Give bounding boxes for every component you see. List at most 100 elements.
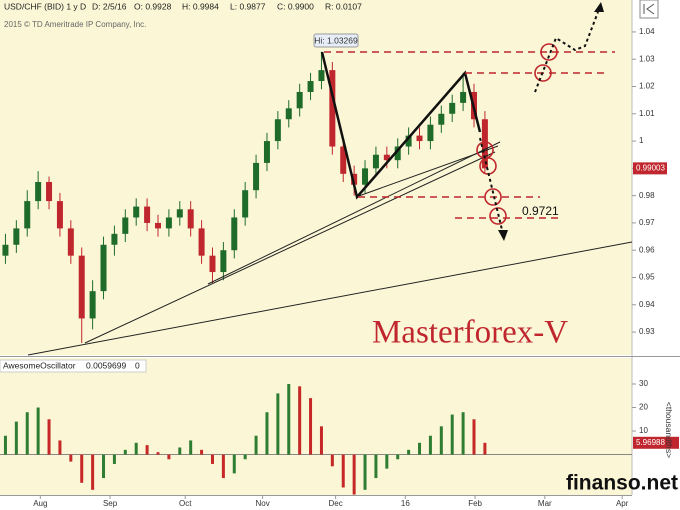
panel-icon[interactable] bbox=[639, 0, 659, 19]
oscillator-bar bbox=[319, 426, 323, 455]
y-tick-label: 0.98 bbox=[639, 191, 655, 200]
candle-body bbox=[460, 91, 467, 103]
oscillator-bar bbox=[352, 454, 356, 495]
oscillator-bar bbox=[178, 447, 182, 455]
oscillator-bar bbox=[439, 426, 443, 455]
oscillator-bar bbox=[210, 454, 214, 464]
candle-body bbox=[427, 124, 434, 142]
oscillator-bar bbox=[156, 452, 160, 455]
header-close: C: 0.9900 bbox=[277, 1, 314, 11]
oscillator-bar bbox=[69, 454, 73, 462]
candle-body bbox=[209, 255, 216, 273]
candle-body bbox=[46, 182, 53, 202]
candle-body bbox=[144, 206, 151, 223]
oscillator-bar bbox=[167, 454, 171, 460]
header-low: L: 0.9877 bbox=[230, 1, 266, 11]
forecast-down bbox=[479, 137, 504, 235]
header-date: D: 2/5/16 bbox=[92, 1, 127, 11]
oscillator-axis-label: <thousandths> bbox=[664, 402, 674, 458]
marker-circle bbox=[489, 207, 507, 225]
header-high: H: 0.9984 bbox=[182, 1, 219, 11]
oscillator-bar bbox=[330, 454, 334, 467]
candle-body bbox=[56, 201, 63, 229]
oscillator-bar bbox=[3, 435, 7, 455]
oscillator-bar bbox=[472, 419, 476, 455]
plot-layer: 1.041.031.021.0110.990.980.970.960.950.9… bbox=[0, 27, 679, 508]
price-panel bbox=[0, 0, 632, 355]
oscillator-bar bbox=[14, 421, 18, 455]
oscillator-bar bbox=[374, 454, 378, 479]
oscillator-bar bbox=[25, 412, 29, 455]
oscillator-bar bbox=[232, 454, 236, 474]
x-tick-label: Nov bbox=[255, 499, 269, 508]
x-tick-label: Oct bbox=[179, 499, 192, 508]
oscillator-bar bbox=[189, 440, 193, 455]
oscillator-bar bbox=[221, 454, 225, 479]
y-tick-label: 1.03 bbox=[639, 54, 655, 63]
candle-body bbox=[220, 250, 227, 273]
header-range: R: 0.0107 bbox=[325, 1, 362, 11]
x-tick-label: Feb bbox=[468, 499, 482, 508]
x-tick-label: Mar bbox=[538, 499, 552, 508]
y-tick-label: 30 bbox=[639, 379, 648, 388]
candle-body bbox=[122, 217, 129, 234]
candle-body bbox=[351, 173, 358, 185]
candle-body bbox=[2, 244, 9, 256]
y-tick-label: 0.94 bbox=[639, 300, 655, 309]
candle-body bbox=[285, 108, 292, 120]
oscillator-bar bbox=[80, 454, 84, 483]
candle-body bbox=[383, 154, 390, 161]
candle-body bbox=[24, 201, 31, 229]
oscillator-bar bbox=[200, 449, 204, 455]
candle-body bbox=[165, 217, 172, 229]
candle-body bbox=[449, 102, 456, 114]
oscillator-bar bbox=[418, 442, 422, 455]
oscillator-bar bbox=[254, 435, 258, 455]
oscillator-bar bbox=[58, 440, 62, 455]
symbol: USD/CHF (BID) 1 y D bbox=[4, 1, 86, 11]
candle-body bbox=[307, 81, 314, 92]
arrow-head bbox=[498, 230, 508, 241]
trend-line bbox=[355, 145, 499, 198]
oscillator-bar bbox=[91, 454, 95, 490]
candle-body bbox=[242, 190, 249, 218]
marker-circle bbox=[534, 64, 552, 82]
oscillator-bar bbox=[483, 442, 487, 455]
price-tag-label: 0.99003 bbox=[636, 163, 665, 172]
candle-body bbox=[340, 146, 347, 174]
y-tick-label: 10 bbox=[639, 426, 648, 435]
zigzag bbox=[320, 51, 482, 200]
oscillator-bar bbox=[385, 454, 389, 469]
arrow-head bbox=[594, 2, 604, 12]
candle-body bbox=[35, 182, 42, 202]
candle-body bbox=[176, 209, 183, 218]
oscillator-bar bbox=[396, 454, 400, 460]
trend-line bbox=[84, 151, 496, 344]
oscillator-bar bbox=[47, 419, 51, 455]
hi-label: Hi: 1.03269 bbox=[314, 35, 358, 45]
copyright: 2015 © TD Ameritrade IP Company, Inc. bbox=[4, 20, 146, 29]
candle-body bbox=[394, 146, 401, 161]
oscillator-bar bbox=[461, 412, 465, 455]
oscillator-bar bbox=[276, 393, 280, 455]
candle-body bbox=[231, 217, 238, 251]
oscillator-bar bbox=[112, 454, 116, 464]
header-open: O: 0.9928 bbox=[134, 1, 172, 11]
marker-circle bbox=[484, 188, 502, 206]
x-tick-label: Sep bbox=[103, 499, 118, 508]
trend-line bbox=[207, 141, 501, 285]
value-tag-label: 5.96988 bbox=[636, 438, 665, 447]
oscillator-header bbox=[0, 359, 147, 373]
oscillator-bar bbox=[134, 442, 138, 455]
oscillator-bar bbox=[450, 414, 454, 455]
forecast-up bbox=[534, 11, 599, 93]
marker-circle bbox=[540, 43, 558, 61]
oscillator-bar bbox=[341, 454, 345, 488]
candle-body bbox=[89, 291, 96, 319]
y-tick-label: 0.97 bbox=[639, 218, 655, 227]
candle-body bbox=[13, 228, 20, 245]
candle-body bbox=[329, 70, 336, 147]
x-tick-label: Dec bbox=[328, 499, 342, 508]
x-tick-label: Aug bbox=[33, 499, 47, 508]
candle-body bbox=[198, 228, 205, 256]
